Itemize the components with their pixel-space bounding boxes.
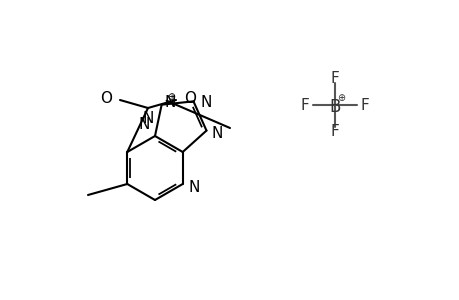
Text: N: N — [188, 181, 200, 196]
Text: O: O — [100, 91, 112, 106]
Text: ⊕: ⊕ — [167, 92, 175, 102]
Text: N: N — [211, 126, 222, 141]
Text: N: N — [164, 95, 176, 110]
Text: B: B — [329, 98, 340, 116]
Text: N: N — [142, 111, 153, 126]
Text: F: F — [300, 98, 309, 112]
Text: F: F — [360, 98, 369, 112]
Text: N: N — [138, 117, 150, 132]
Text: N: N — [200, 95, 212, 110]
Text: ⊕: ⊕ — [336, 93, 344, 103]
Text: F: F — [330, 124, 339, 140]
Text: F: F — [330, 70, 339, 86]
Text: O: O — [184, 91, 196, 106]
